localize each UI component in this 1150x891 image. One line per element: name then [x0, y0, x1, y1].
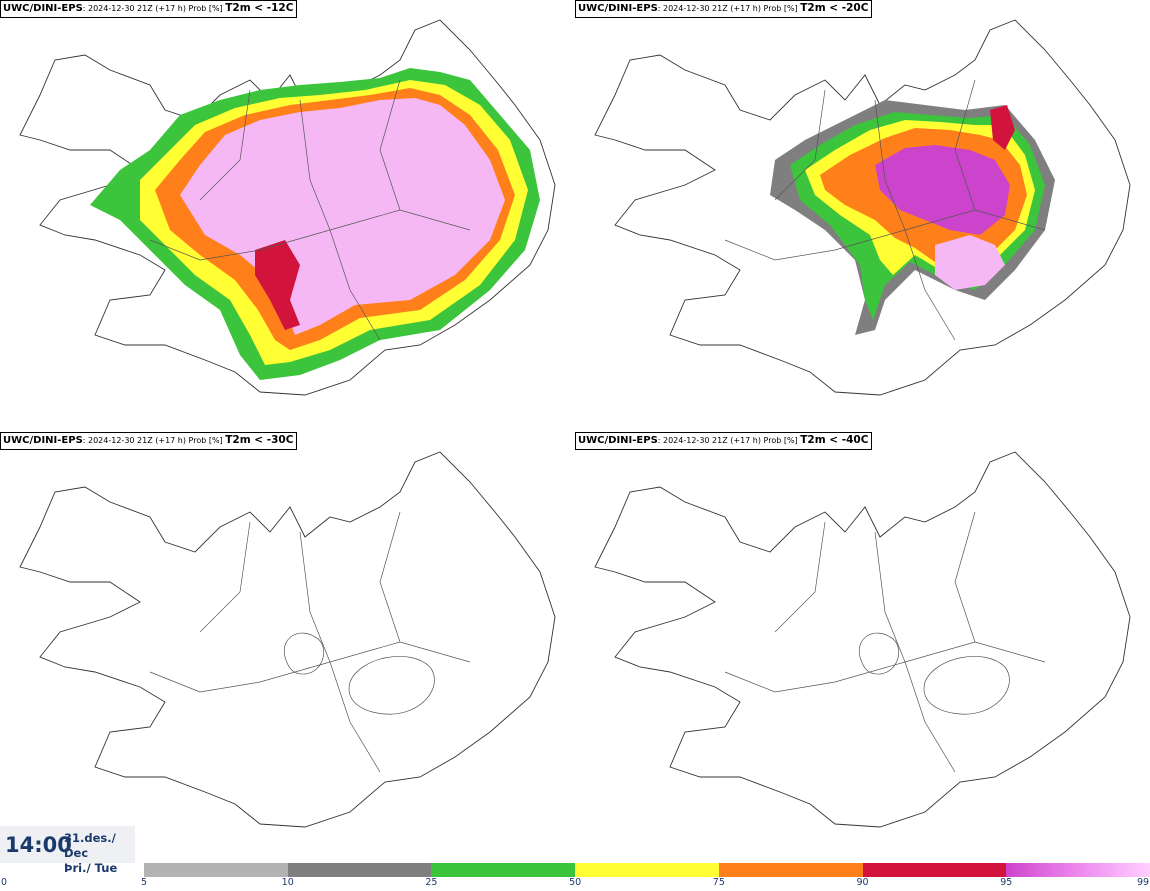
- colorbar-segment: [575, 863, 719, 877]
- region-borders: [724, 79, 1046, 341]
- map-panel-t2m-minus-20: UWC/DINI-EPS: 2024-12-30 21Z (+17 h) Pro…: [575, 0, 1150, 432]
- date-line-1: 31.des./ Dec: [64, 831, 116, 860]
- probability-field-95: [875, 145, 1010, 235]
- colorbar-segment: [287, 863, 432, 877]
- colorbar-tick-label: 75: [712, 877, 725, 888]
- probability-field-99: [180, 98, 505, 335]
- iceland-coastline: [594, 451, 1131, 828]
- iceland-coastline: [19, 451, 556, 828]
- valid-time-clock: 14:00: [5, 833, 72, 857]
- probability-field-90: [990, 105, 1015, 150]
- colorbar-tick-label: 90: [856, 877, 869, 888]
- colorbar-segment: [144, 863, 288, 877]
- valid-time-box: 14:00 31.des./ Dec Þri./ Tue: [0, 826, 135, 875]
- map-panel-t2m-minus-30: UWC/DINI-EPS: 2024-12-30 21Z (+17 h) Pro…: [0, 432, 575, 864]
- colorbar-tick-label: 25: [425, 877, 438, 888]
- iceland-map: [19, 19, 556, 396]
- panel-title: UWC/DINI-EPS: 2024-12-30 21Z (+17 h) Pro…: [575, 432, 873, 450]
- probability-field-90: [255, 240, 300, 330]
- colorbar-segment: [862, 863, 1007, 877]
- valid-time-date: 31.des./ Dec Þri./ Tue: [64, 831, 135, 876]
- panel-title: UWC/DINI-EPS: 2024-12-30 21Z (+17 h) Pro…: [575, 0, 873, 18]
- date-line-2: Þri./ Tue: [64, 861, 118, 875]
- map-panel-t2m-minus-40: UWC/DINI-EPS: 2024-12-30 21Z (+17 h) Pro…: [575, 432, 1150, 864]
- map-panel-t2m-minus-12: UWC/DINI-EPS: 2024-12-30 21Z (+17 h) Pro…: [0, 0, 575, 432]
- colorbar-segment: [1006, 863, 1150, 877]
- colorbar-tick-label: 99: [1136, 877, 1150, 888]
- colorbar-segment: [431, 863, 576, 877]
- colorbar-tick-label: 50: [569, 877, 582, 888]
- colorbar-segment: [718, 863, 863, 877]
- panel-title: UWC/DINI-EPS: 2024-12-30 21Z (+17 h) Pro…: [0, 0, 298, 18]
- region-borders: [149, 79, 471, 341]
- probability-colorbar: [144, 863, 1150, 877]
- iceland-map: [594, 19, 1131, 396]
- panel-title: UWC/DINI-EPS: 2024-12-30 21Z (+17 h) Pro…: [0, 432, 298, 450]
- probability-field-99: [935, 235, 1005, 290]
- iceland-map: [19, 451, 556, 828]
- colorbar-tick-label: 10: [281, 877, 294, 888]
- colorbar-tick-label: 5: [140, 877, 148, 888]
- colorbar-tick-label: 95: [1000, 877, 1013, 888]
- glacier-outline: [283, 632, 435, 715]
- colorbar-tick-label: 0: [0, 877, 8, 888]
- iceland-map: [594, 451, 1131, 828]
- glacier-outline: [858, 632, 1010, 715]
